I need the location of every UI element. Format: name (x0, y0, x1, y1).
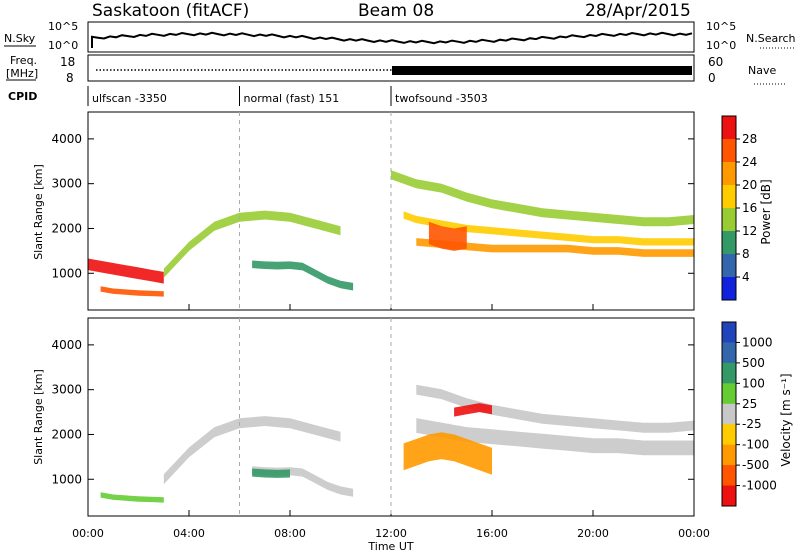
velocity-colorbar-tick-7: -1000 (742, 479, 777, 493)
freq-tick-18: 18 (60, 55, 75, 69)
power-panel: 1000 2000 3000 4000 Slant Range [km] 28 24 20… (32, 111, 773, 311)
velocity-colorbar: 1000 500 100 25 -25 -100 -500 -1000 (721, 321, 777, 507)
velocity-colorbar-swatch-0 (722, 322, 736, 343)
date-title: 28/Apr/2015 (585, 1, 691, 21)
power-ytick-4000: 4000 (51, 132, 82, 146)
power-colorbar-swatch-7 (722, 277, 736, 301)
power-band-4 (391, 170, 694, 227)
power-colorbar: 28 24 20 16 12 8 4 (721, 115, 757, 301)
power-band-3 (252, 260, 354, 291)
velocity-colorbar-tick-3: 25 (742, 397, 757, 411)
power-colorbar-swatch-1 (722, 139, 736, 163)
velocity-colorbar-tick-2: 100 (742, 376, 765, 390)
time-tick-6: 00:00 (678, 527, 710, 540)
power-band-7 (428, 221, 467, 251)
velocity-band-5 (416, 418, 694, 456)
time-tick-3: 12:00 (375, 527, 407, 540)
cpid-panel: CPID ulfscan -3350 normal (fast) 151 twofs… (8, 86, 488, 106)
velocity-band-3 (252, 468, 290, 478)
velocity-ytick-1000: 1000 (51, 472, 82, 486)
power-ytick-2000: 2000 (51, 221, 82, 235)
power-colorbar-tick-1: 24 (742, 155, 757, 169)
velocity-band-0 (163, 416, 341, 485)
velocity-colorbar-tick-0: 1000 (742, 335, 773, 349)
nave-tick-60: 60 (708, 55, 723, 69)
velocity-colorbar-swatch-7 (722, 465, 736, 487)
nave-tick-0: 0 (708, 71, 716, 85)
power-band-2 (100, 286, 164, 297)
power-band-6 (416, 238, 694, 257)
power-colorbar-tick-2: 20 (742, 178, 757, 192)
velocity-colorbar-tick-1: 500 (742, 356, 765, 370)
noise-bottom-tick-left: 10^0 (48, 39, 78, 52)
power-colorbar-tick-5: 8 (742, 247, 750, 261)
velocity-colorbar-tick-4: -25 (742, 417, 762, 431)
velocity-band-7 (454, 403, 492, 417)
power-colorbar-tick-0: 28 (742, 132, 757, 146)
power-band-5 (403, 211, 694, 246)
power-colorbar-swatch-3 (722, 185, 736, 209)
time-tick-0: 00:00 (72, 527, 104, 540)
noise-trace (91, 31, 693, 48)
noise-top-tick-left: 10^5 (48, 20, 78, 33)
time-tick-2: 08:00 (274, 527, 306, 540)
cpid-mode-2: twofsound -3503 (395, 92, 488, 105)
nave-label: Nave (748, 64, 776, 77)
velocity-colorbar-swatch-4 (722, 403, 736, 425)
station-title: Saskatoon (fitACF) (92, 1, 249, 21)
power-colorbar-tick-4: 12 (742, 224, 757, 238)
power-band-0 (88, 258, 164, 284)
power-band-1 (163, 210, 341, 278)
velocity-bands (100, 384, 694, 503)
velocity-colorbar-tick-6: -500 (742, 458, 769, 472)
velocity-ytick-3000: 3000 (51, 383, 82, 397)
cpid-label: CPID (8, 90, 37, 103)
velocity-ylabel: Slant Range [km] (32, 369, 45, 465)
velocity-colorbar-swatch-1 (722, 342, 736, 364)
velocity-panel: 1000 2000 3000 4000 Slant Range [km] 1000 50… (32, 317, 793, 517)
cpid-mode-0: ulfscan -3350 (92, 92, 167, 105)
velocity-colorbar-label: Velocity [m s⁻¹] (779, 373, 793, 466)
time-axis: 00:00 04:00 08:00 12:00 16:00 20:00 00:00 (72, 304, 710, 540)
velocity-colorbar-swatch-8 (722, 485, 736, 507)
velocity-ytick-2000: 2000 (51, 427, 82, 441)
noise-panel: N.Sky 10^5 10^0 10^5 10^0 N.Search (4, 20, 796, 53)
time-tick-4: 16:00 (476, 527, 508, 540)
power-colorbar-swatch-0 (722, 116, 736, 140)
power-ytick-1000: 1000 (51, 266, 82, 280)
noise-left-label: N.Sky (4, 32, 36, 45)
power-colorbar-label: Power [dB] (759, 179, 773, 244)
beam-title: Beam 08 (358, 1, 434, 21)
freq-panel: Freq. [MHz] 18 8 60 0 Nave (6, 54, 786, 85)
velocity-colorbar-swatch-5 (722, 424, 736, 446)
velocity-colorbar-swatch-2 (722, 362, 736, 384)
power-bands (88, 170, 694, 297)
velocity-band-1 (100, 492, 164, 503)
velocity-ytick-4000: 4000 (51, 338, 82, 352)
power-colorbar-tick-6: 4 (742, 270, 750, 284)
freq-tick-8: 8 (66, 71, 74, 85)
freq-label-1: Freq. (10, 54, 37, 67)
velocity-colorbar-swatch-3 (722, 383, 736, 405)
noise-top-tick-right: 10^5 (706, 20, 736, 33)
power-ylabel: Slant Range [km] (32, 164, 45, 260)
power-ytick-3000: 3000 (51, 177, 82, 191)
power-colorbar-swatch-4 (722, 208, 736, 232)
power-colorbar-swatch-6 (722, 254, 736, 278)
time-axis-label: Time UT (367, 540, 413, 553)
time-tick-5: 20:00 (577, 527, 609, 540)
power-colorbar-swatch-2 (722, 162, 736, 186)
power-colorbar-tick-3: 16 (742, 201, 757, 215)
freq-label-2: [MHz] (6, 67, 38, 80)
noise-right-label: N.Search (746, 32, 796, 45)
velocity-colorbar-tick-5: -100 (742, 438, 769, 452)
cpid-mode-1: normal (fast) 151 (244, 92, 340, 105)
velocity-colorbar-swatch-6 (722, 444, 736, 466)
time-tick-1: 04:00 (173, 527, 205, 540)
power-colorbar-swatch-5 (722, 231, 736, 255)
noise-bottom-tick-right: 10^0 (706, 39, 736, 52)
velocity-band-6 (403, 432, 492, 475)
